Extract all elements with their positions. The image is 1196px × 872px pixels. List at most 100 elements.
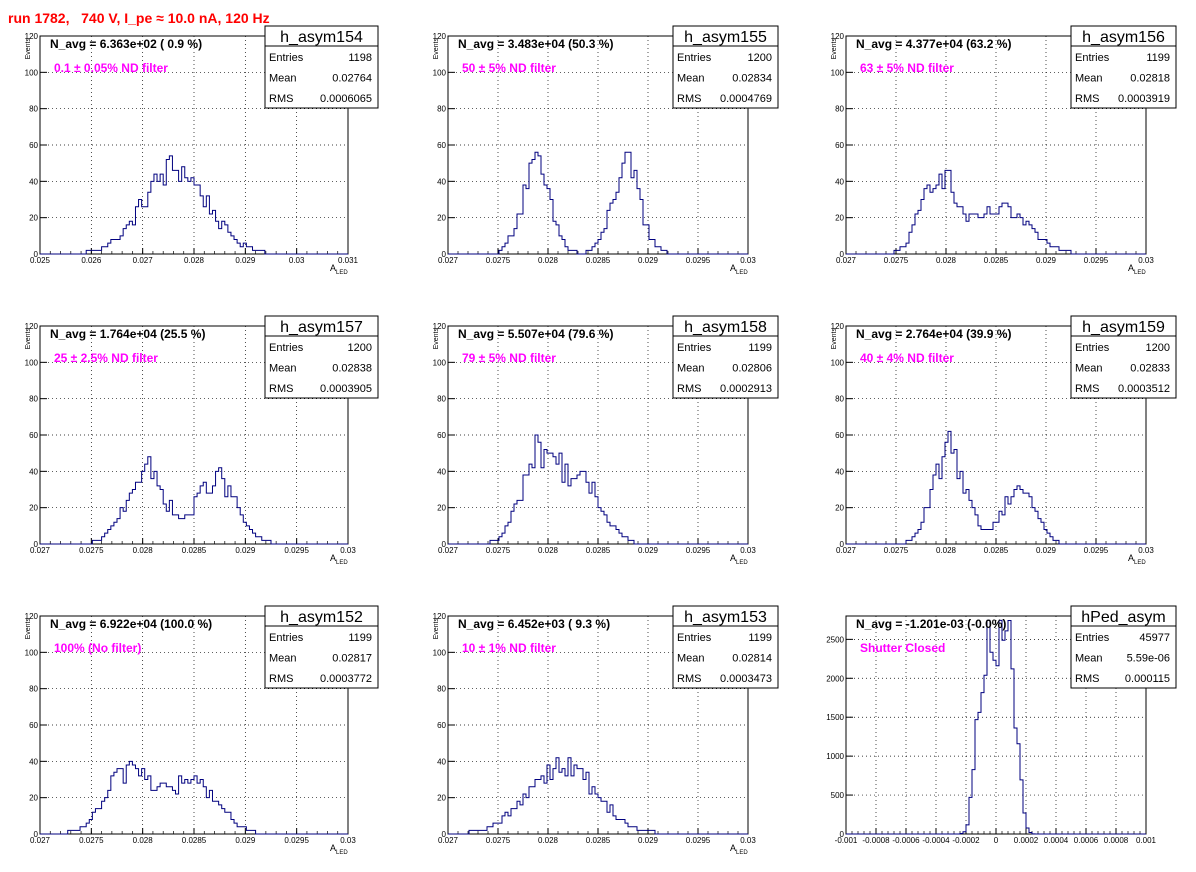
x-tick-label: -0.0008 xyxy=(862,836,890,845)
x-tick-label: 0.0295 xyxy=(284,546,309,555)
n-avg-label: N_avg = 3.483e+04 (50.3 %) xyxy=(458,37,613,51)
stats-box-frame xyxy=(1070,25,1177,109)
y-tick-label: 120 xyxy=(25,322,39,331)
stats-value: 0.0003512 xyxy=(1118,383,1170,395)
stats-name: h_asym154 xyxy=(280,29,363,46)
stats-name: h_asym159 xyxy=(1082,319,1165,336)
x-tick-label: 0.027 xyxy=(30,546,51,555)
stats-box: hPed_asym Entries 45977 Mean 5.59e-06 RMS 0.00… xyxy=(1070,605,1177,689)
x-tick-label: 0.027 xyxy=(30,836,51,845)
stats-key: Entries xyxy=(1075,52,1110,64)
stats-value: 0.0003919 xyxy=(1118,93,1170,105)
stats-name: h_asym158 xyxy=(684,319,767,336)
x-tick-label: 0.0006 xyxy=(1074,836,1099,845)
histogram-panel-h_asym155: 0.027 0.0275 0.028 0.0285 0.029 0.0295 0.03 0 20… xyxy=(433,25,779,276)
x-tick-label: 0.0295 xyxy=(686,546,711,555)
y-tick-label: 40 xyxy=(29,467,38,476)
histogram-line xyxy=(40,155,348,255)
stats-value: 0.02833 xyxy=(1130,363,1170,375)
stats-value: 0.000115 xyxy=(1125,673,1170,685)
y-axis-title: Events xyxy=(25,618,32,640)
stats-box-frame xyxy=(1070,315,1177,399)
filter-label: 79 ± 5% ND filter xyxy=(462,351,556,365)
stats-box-frame xyxy=(264,25,379,109)
y-tick-label: 60 xyxy=(437,431,446,440)
stats-key: RMS xyxy=(677,673,701,685)
x-tick-label: 0.028 xyxy=(538,256,559,265)
histogram-line xyxy=(846,619,1146,835)
x-tick-label: 0.025 xyxy=(30,256,51,265)
stats-box-frame xyxy=(264,605,379,689)
x-tick-label: 0.029 xyxy=(1036,256,1057,265)
y-tick-label: 120 xyxy=(433,322,447,331)
stats-value: 5.59e-06 xyxy=(1127,653,1170,665)
stats-box: h_asym156 Entries 1199 Mean 0.02818 RMS 0.0003… xyxy=(1070,25,1177,109)
stats-value: 1198 xyxy=(348,52,372,64)
y-tick-label: 500 xyxy=(831,791,845,800)
stats-key: RMS xyxy=(1075,673,1099,685)
histogram-panel-h_asym157: 0.027 0.0275 0.028 0.0285 0.029 0.0295 0.03 0 20… xyxy=(25,315,379,566)
stats-box-frame xyxy=(672,25,779,109)
x-tick-label: 0.0285 xyxy=(182,836,207,845)
stats-name: h_asym156 xyxy=(1082,29,1165,46)
y-tick-label: 80 xyxy=(835,105,844,114)
x-tick-label: 0.029 xyxy=(638,256,659,265)
y-tick-label: 100 xyxy=(831,358,845,367)
filter-label: 10 ± 1% ND filter xyxy=(462,641,556,655)
y-tick-label: 80 xyxy=(835,395,844,404)
x-tick-label: 0.0004 xyxy=(1044,836,1069,845)
stats-key: RMS xyxy=(677,383,701,395)
y-tick-label: 80 xyxy=(437,105,446,114)
stats-name: h_asym152 xyxy=(280,609,363,626)
x-tick-label: 0.0295 xyxy=(686,836,711,845)
y-axis-title: Events xyxy=(25,38,32,60)
y-tick-label: 100 xyxy=(25,648,39,657)
stats-key: RMS xyxy=(1075,383,1099,395)
y-tick-label: 0 xyxy=(840,830,845,839)
stats-value: 1200 xyxy=(1146,342,1170,354)
x-axis-title-sub: LED xyxy=(336,850,348,856)
stats-key: Entries xyxy=(269,342,304,354)
y-tick-label: 40 xyxy=(29,757,38,766)
x-tick-label: 0.031 xyxy=(338,256,359,265)
x-tick-label: 0.0295 xyxy=(686,256,711,265)
y-tick-label: 80 xyxy=(29,395,38,404)
x-tick-label: 0.0275 xyxy=(486,546,511,555)
x-axis-title-sub: LED xyxy=(736,270,748,276)
y-tick-label: 60 xyxy=(29,141,38,150)
y-tick-label: 60 xyxy=(437,141,446,150)
x-tick-label: 0.026 xyxy=(81,256,102,265)
histogram-line xyxy=(846,169,1146,255)
y-tick-label: 20 xyxy=(835,214,844,223)
y-tick-label: 40 xyxy=(437,757,446,766)
histogram-line xyxy=(40,760,348,835)
y-tick-label: 1500 xyxy=(826,713,844,722)
y-tick-label: 80 xyxy=(29,105,38,114)
histogram-panel-hPed_asym: -0.001 -0.0008 -0.0006 -0.0004 -0.0002 0 0.000… xyxy=(826,605,1177,845)
x-tick-label: 0.0285 xyxy=(586,836,611,845)
stats-value: 0.02818 xyxy=(1130,73,1170,85)
stats-value: 0.02764 xyxy=(332,73,372,85)
x-tick-label: 0.028 xyxy=(184,256,205,265)
stats-value: 0.0002913 xyxy=(720,383,772,395)
y-tick-label: 20 xyxy=(835,504,844,513)
x-tick-label: 0.028 xyxy=(538,836,559,845)
x-tick-label: 0.03 xyxy=(1138,256,1154,265)
y-tick-label: 100 xyxy=(831,68,845,77)
y-tick-label: 100 xyxy=(25,68,39,77)
x-tick-label: 0.027 xyxy=(133,256,154,265)
x-tick-label: 0.029 xyxy=(638,836,659,845)
y-tick-label: 60 xyxy=(437,721,446,730)
histogram-panel-h_asym154: 0.025 0.026 0.027 0.028 0.029 0.03 0.031 0 20 40 6… xyxy=(25,25,379,276)
x-tick-label: 0.027 xyxy=(836,256,857,265)
y-tick-label: 40 xyxy=(437,177,446,186)
stats-box-frame xyxy=(672,315,779,399)
y-tick-label: 80 xyxy=(29,685,38,694)
stats-value: 0.02817 xyxy=(332,653,372,665)
stats-key: Entries xyxy=(1075,342,1110,354)
x-axis-title-sub: LED xyxy=(736,850,748,856)
x-tick-label: 0.03 xyxy=(340,836,356,845)
x-tick-label: 0.03 xyxy=(740,546,756,555)
y-tick-label: 120 xyxy=(25,32,39,41)
